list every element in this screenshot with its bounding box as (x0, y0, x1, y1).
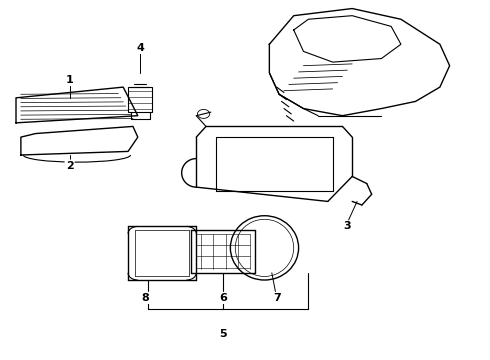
Text: 1: 1 (66, 75, 74, 85)
Text: 4: 4 (136, 43, 144, 53)
Text: 8: 8 (141, 293, 149, 303)
Text: 6: 6 (219, 293, 227, 303)
Text: 3: 3 (343, 221, 351, 231)
Text: 2: 2 (66, 161, 74, 171)
Text: 5: 5 (219, 329, 227, 339)
Text: 7: 7 (273, 293, 281, 303)
Bar (128, 87, 152, 112)
